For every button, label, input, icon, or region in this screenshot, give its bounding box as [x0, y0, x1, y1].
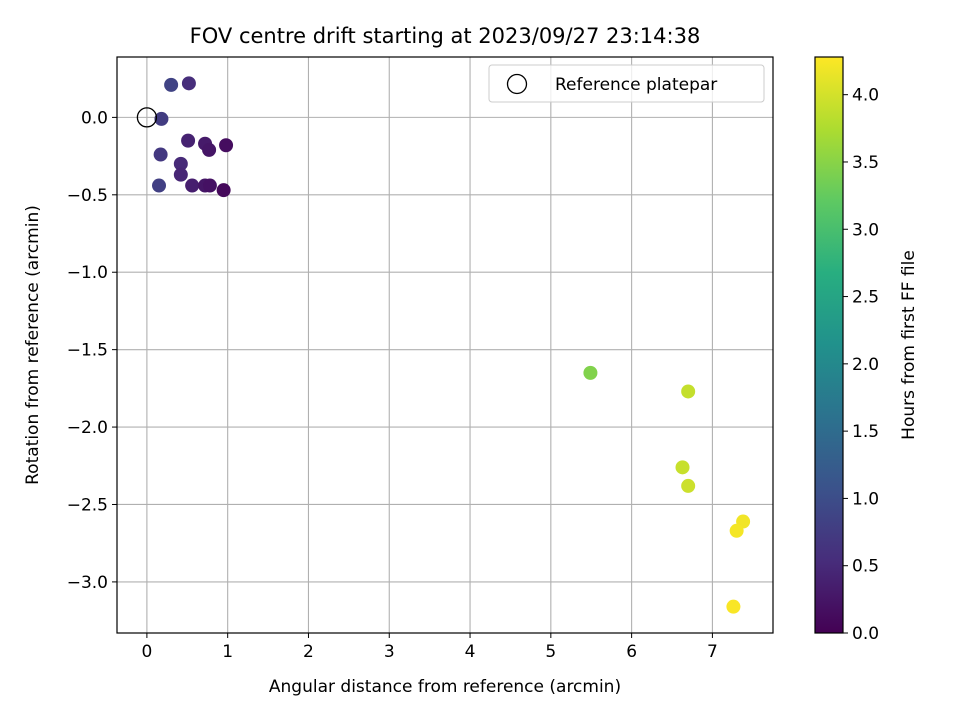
x-tick-label: 3 — [384, 642, 395, 662]
colorbar-label: Hours from first FF file — [899, 250, 919, 440]
data-point — [729, 523, 744, 538]
data-point — [675, 460, 690, 475]
data-point — [173, 167, 188, 182]
colorbar-tick-label: 3.0 — [852, 220, 879, 240]
x-tick-label: 7 — [707, 642, 718, 662]
colorbar-tick-label: 1.0 — [852, 489, 879, 509]
legend: Reference platepar — [488, 64, 765, 103]
reference-layer — [136, 107, 158, 128]
data-point — [154, 111, 169, 126]
colorbar-tick-label: 2.0 — [852, 355, 879, 375]
data-point — [152, 178, 167, 193]
data-point — [681, 384, 696, 399]
data-point — [173, 156, 188, 171]
legend-box — [488, 64, 765, 103]
y-tick-label: −0.5 — [67, 186, 108, 206]
data-point — [202, 142, 217, 157]
data-point — [164, 77, 179, 92]
colorbar-tick-label: 0.0 — [852, 624, 879, 644]
data-point — [583, 365, 598, 380]
colorbar-ticks: 0.0 0.5 1.0 1.5 2.0 2.5 3.0 3.5 4.0 — [843, 86, 879, 644]
data-point — [726, 599, 741, 614]
legend-label-reference-platepar: Reference platepar — [555, 75, 717, 95]
x-tick-label: 4 — [465, 642, 476, 662]
chart-title: FOV centre drift starting at 2023/09/27 … — [190, 24, 701, 48]
x-tick-label: 2 — [303, 642, 314, 662]
data-point — [181, 133, 196, 148]
data-point — [219, 138, 234, 153]
colorbar-tick-label: 2.5 — [852, 288, 879, 308]
x-axis-ticks: 0 1 2 3 4 5 6 7 — [141, 633, 718, 662]
colorbar-tick-label: 1.5 — [852, 422, 879, 442]
data-point — [681, 478, 696, 493]
x-tick-label: 5 — [545, 642, 556, 662]
legend-open-circle-marker — [506, 73, 528, 95]
reference-platepar-marker — [136, 107, 158, 128]
y-tick-label: −2.0 — [67, 418, 108, 438]
grid-lines — [117, 57, 773, 633]
colorbar-tick-label: 3.5 — [852, 153, 879, 173]
x-tick-label: 0 — [141, 642, 152, 662]
x-tick-label: 1 — [222, 642, 233, 662]
plot-area-frame — [116, 56, 774, 634]
data-point — [216, 183, 231, 198]
y-tick-label: 0.0 — [81, 108, 108, 128]
data-point — [185, 178, 200, 193]
x-tick-label: 6 — [626, 642, 637, 662]
colorbar — [814, 56, 844, 634]
y-tick-label: −1.5 — [67, 341, 108, 361]
y-tick-label: −3.0 — [67, 573, 108, 593]
colorbar-tick-label: 0.5 — [852, 557, 879, 577]
data-point — [202, 178, 217, 193]
scatter-points — [152, 76, 751, 614]
data-point — [181, 76, 196, 91]
y-tick-label: −1.0 — [67, 263, 108, 283]
data-point — [153, 147, 168, 162]
y-axis-ticks: 0.0 −0.5 −1.0 −1.5 −2.0 −2.5 −3.0 — [67, 108, 117, 593]
y-tick-label: −2.5 — [67, 495, 108, 515]
x-axis-label: Angular distance from reference (arcmin) — [269, 677, 621, 697]
y-axis-label: Rotation from reference (arcmin) — [23, 205, 43, 485]
colorbar-tick-label: 4.0 — [852, 86, 879, 106]
